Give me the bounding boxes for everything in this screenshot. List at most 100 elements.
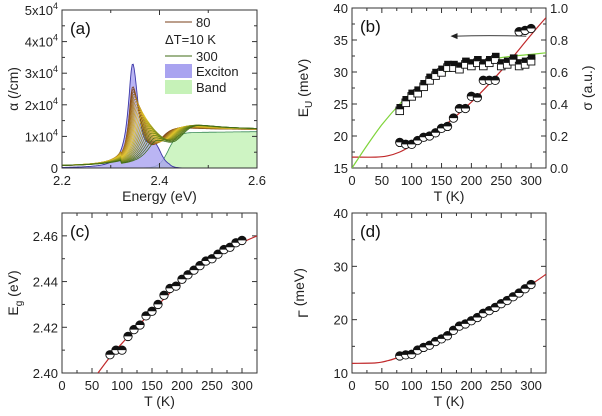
plot-frame (61, 212, 258, 374)
exciton-area (62, 63, 257, 168)
legend-label: Band (196, 80, 226, 95)
data-point (159, 290, 169, 300)
y-right-tick-label: 0.4 (550, 97, 568, 112)
x-tick-label: 150 (431, 173, 453, 188)
panel-b-axes: 0 50 100 150 200 250 300 15 20 25 30 35 40 T (K) EU (m… (295, 1, 547, 204)
fit-line (352, 17, 546, 158)
label-unit: (meV) (291, 268, 307, 310)
data-point-fill (509, 54, 518, 60)
label-base: Γ (295, 310, 311, 318)
x-tick-label: 100 (111, 378, 133, 393)
y-tick-label: 3x104 (25, 64, 58, 81)
arrow-head-icon (450, 33, 458, 40)
label-subscript: U (304, 101, 315, 108)
y-right-tick-label: 1.0 (550, 1, 568, 16)
x-tick-label: 100 (401, 173, 423, 188)
data-point-fill (396, 104, 405, 110)
data-point (425, 73, 434, 85)
data-point (442, 121, 453, 132)
data-point-fill (159, 291, 169, 296)
data-point (419, 80, 428, 92)
data-point-fill (414, 86, 422, 92)
data-point (395, 104, 405, 116)
x-tick-label: 300 (231, 378, 253, 393)
y-tick-label: 2x104 (25, 96, 58, 113)
y-tick-label: 4x104 (25, 33, 58, 50)
tick-exponent: 4 (53, 127, 58, 137)
spectrum-line-300K (62, 125, 257, 166)
x-tick-label: 300 (520, 173, 542, 188)
y-axis-label: EU (meV) (295, 59, 315, 118)
y-axis-label: Γ (meV) (291, 268, 311, 318)
data-point-fill (497, 59, 506, 65)
data-point-fill (503, 57, 512, 63)
x-tick-label: 50 (375, 378, 389, 393)
panel-b-plot (352, 17, 546, 168)
data-point-fill (456, 62, 464, 68)
data-point-fill (237, 236, 247, 241)
y-tick-label: 0 (51, 161, 58, 176)
y-tick-label: 30 (334, 65, 348, 80)
y-tick-label: 15 (334, 161, 348, 176)
y-right-tick-label: 0.6 (550, 65, 568, 80)
data-point-fill (491, 76, 500, 81)
tick-exponent: 4 (53, 64, 58, 74)
x-tick-label: 0 (58, 378, 65, 393)
y-axis-label: Eg (eV) (5, 270, 25, 315)
panel-label: (c) (70, 222, 90, 241)
arrow-line (453, 35, 527, 37)
label-subscript: g (14, 301, 25, 307)
tick-base: 0 (51, 161, 58, 176)
x-tick-label: 2.2 (53, 173, 71, 188)
panel-a-plot (62, 63, 257, 168)
y-tick-label: 40 (334, 1, 348, 16)
data-point (123, 331, 133, 342)
y-tick-label: 20 (334, 313, 348, 328)
data-point-fill (117, 345, 127, 351)
x-axis-label: T (K) (434, 188, 465, 204)
data-point-fill (526, 24, 536, 29)
data-point-fill (527, 54, 536, 60)
label-base: E (5, 306, 21, 315)
x-tick-label: 200 (461, 378, 483, 393)
data-point-fill (402, 96, 411, 102)
data-point-fill (526, 280, 536, 285)
y-right-tick-label: 0.2 (550, 129, 568, 144)
x-tick-label: 200 (461, 173, 483, 188)
data-point (153, 299, 163, 310)
panel-label: (b) (360, 17, 381, 36)
data-point-fill (461, 104, 470, 109)
arrow-annotation (450, 33, 527, 40)
tick-base: 1x10 (25, 129, 53, 144)
y-tick-label: 25 (334, 97, 348, 112)
data-point-fill (438, 65, 446, 71)
x-tick-label: 100 (401, 378, 423, 393)
tick-exponent: 4 (53, 33, 58, 43)
x-tick-label: 200 (171, 378, 193, 393)
data-point (490, 75, 500, 85)
right-axis: 0.0 0.2 0.4 0.6 0.8 1.0 σ (a.u.) (541, 1, 595, 176)
panel-c-plot (97, 235, 257, 373)
x-tick-label: 250 (490, 378, 512, 393)
fit-line (352, 273, 546, 364)
data-point-fill (480, 59, 488, 65)
data-point (237, 235, 247, 246)
tick-exponent: 4 (53, 1, 58, 11)
data-point-fill (462, 57, 470, 63)
y-right-tick-label: 0.0 (550, 161, 568, 176)
legend-label: 300 (196, 49, 218, 64)
legend-swatch-band (165, 80, 192, 94)
x-axis-label: T (K) (434, 393, 465, 409)
data-point-fill (444, 60, 452, 67)
x-tick-label: 250 (490, 173, 512, 188)
data-point (526, 54, 536, 66)
data-point-fill (135, 320, 145, 325)
data-point (147, 306, 157, 316)
y-tick-label: 2.44 (33, 275, 58, 290)
data-point (195, 260, 205, 271)
panel-d-axes: 0 50 100 150 200 250 300 10 20 30 40 T (K) Γ (meV) (d… (291, 206, 547, 409)
data-point-fill (147, 307, 157, 312)
tick-exponent: 4 (53, 96, 58, 106)
x-tick-label: 50 (375, 173, 389, 188)
